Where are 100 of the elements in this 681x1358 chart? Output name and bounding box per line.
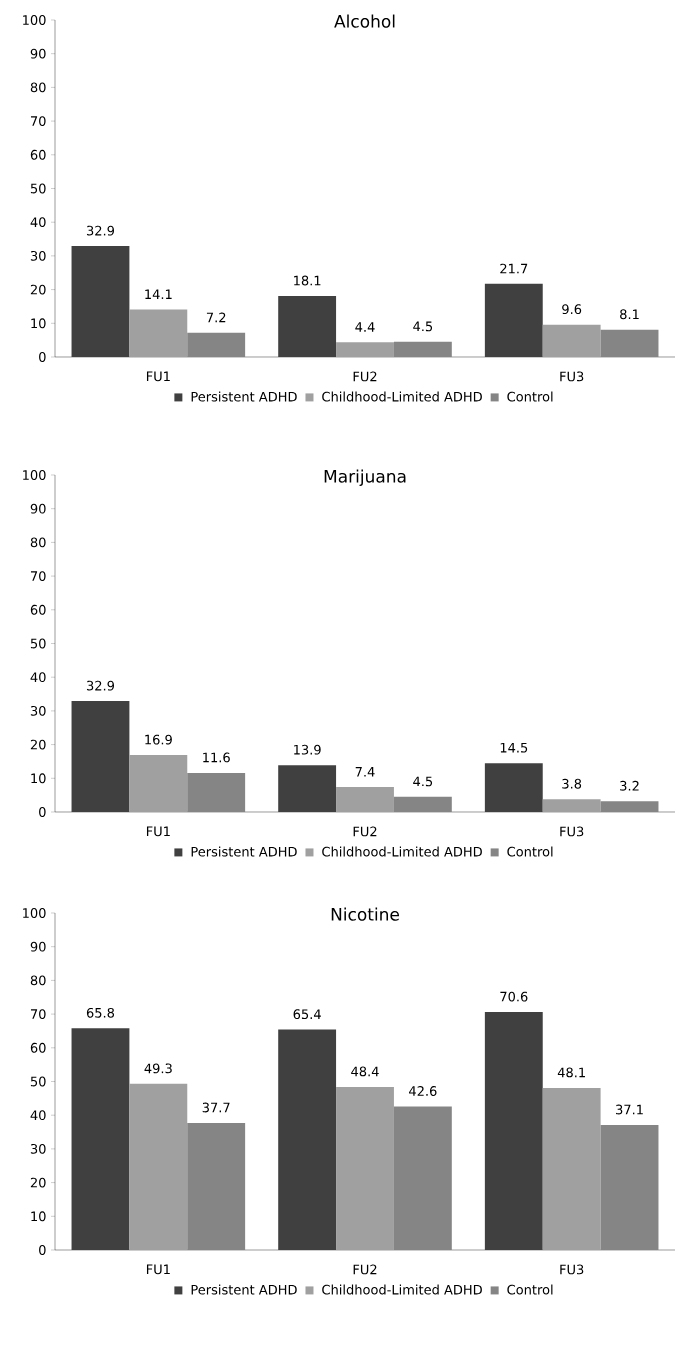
- y-tick-label: 90: [30, 503, 46, 514]
- legend-label: Persistent ADHD: [191, 1284, 297, 1295]
- x-tick-label: FU3: [560, 371, 584, 382]
- x-tick-label: FU3: [560, 1264, 584, 1275]
- data-label: 4.5: [413, 321, 433, 332]
- x-tick-label: FU3: [560, 826, 584, 837]
- bar: [336, 342, 394, 357]
- data-label: 14.1: [145, 289, 172, 299]
- bar: [600, 1124, 659, 1250]
- y-tick-label: 30: [30, 250, 46, 261]
- bar: [129, 309, 188, 357]
- bar: [71, 701, 130, 812]
- bar: [187, 1122, 246, 1250]
- x-tick-label: FU2: [353, 826, 377, 837]
- bar: [278, 1029, 337, 1250]
- data-label: 9.6: [562, 304, 582, 315]
- y-tick-label: 50: [30, 1076, 46, 1087]
- data-label: 42.6: [409, 1086, 437, 1096]
- legend-label: Persistent ADHD: [191, 846, 297, 857]
- bar: [187, 772, 246, 812]
- data-label: 70.6: [500, 991, 528, 1002]
- bar: [484, 763, 543, 812]
- bar: [600, 801, 659, 812]
- bar: [71, 1028, 130, 1250]
- bar: [542, 324, 601, 357]
- bar: [542, 1087, 601, 1250]
- x-tick-label: FU1: [146, 826, 170, 837]
- y-tick-label: 0: [39, 807, 46, 817]
- y-tick-label: 100: [23, 908, 46, 918]
- bar: [484, 283, 543, 357]
- data-label: 65.8: [86, 1007, 115, 1018]
- y-tick-label: 40: [30, 217, 46, 228]
- y-tick-label: 100: [23, 470, 46, 480]
- data-label: 3.2: [620, 780, 639, 791]
- data-label: 32.9: [86, 680, 115, 691]
- y-tick-label: 10: [31, 773, 46, 784]
- data-label: 11.6: [203, 752, 230, 763]
- y-tick-label: 0: [39, 352, 46, 362]
- data-label: 48.1: [557, 1067, 585, 1078]
- bar: [393, 796, 452, 812]
- y-tick-label: 40: [30, 672, 46, 683]
- data-label: 21.7: [500, 263, 528, 274]
- bar: [278, 765, 337, 812]
- data-label: 4.5: [413, 776, 433, 787]
- y-tick-label: 80: [30, 537, 46, 548]
- y-tick-label: 100: [23, 15, 46, 25]
- y-tick-label: 10: [31, 318, 46, 329]
- data-label: 8.1: [620, 309, 639, 320]
- data-label: 3.8: [562, 778, 582, 789]
- y-tick-label: 60: [30, 1042, 46, 1053]
- legend-label: Control: [507, 1284, 553, 1295]
- y-tick-label: 90: [30, 941, 46, 952]
- data-label: 16.9: [145, 734, 172, 745]
- data-label: 48.4: [351, 1066, 379, 1077]
- data-label: 32.9: [86, 225, 115, 236]
- legend-label: Childhood-Limited ADHD: [322, 1284, 482, 1295]
- data-label: 7.2: [206, 312, 226, 323]
- chart-title: Alcohol: [334, 14, 395, 28]
- bar: [336, 787, 394, 812]
- bar: [71, 246, 130, 357]
- y-tick-label: 50: [30, 183, 46, 194]
- data-label: 4.4: [355, 322, 375, 332]
- x-tick-label: FU2: [353, 1264, 377, 1275]
- bar: [393, 1106, 452, 1250]
- legend-label: Control: [507, 391, 553, 402]
- bar: [542, 799, 601, 812]
- x-tick-label: FU2: [353, 371, 377, 382]
- chart-title: Marijuana: [324, 469, 406, 486]
- bar: [129, 1083, 188, 1250]
- y-tick-label: 20: [30, 284, 46, 295]
- y-tick-label: 30: [30, 705, 46, 716]
- bar: [129, 755, 188, 812]
- y-tick-label: 20: [30, 739, 46, 750]
- bar: [600, 329, 659, 357]
- y-tick-label: 0: [39, 1245, 46, 1255]
- data-label: 14.5: [500, 742, 528, 753]
- legend-label: Childhood-Limited ADHD: [322, 846, 482, 857]
- y-tick-label: 70: [30, 571, 46, 582]
- y-tick-label: 70: [30, 116, 46, 127]
- y-tick-label: 60: [30, 604, 46, 615]
- legend-label: Childhood-Limited ADHD: [322, 391, 482, 402]
- x-tick-label: FU1: [146, 1264, 170, 1275]
- y-tick-label: 80: [30, 82, 46, 93]
- y-tick-label: 90: [30, 48, 46, 59]
- y-tick-label: 30: [30, 1143, 46, 1154]
- bar: [336, 1086, 394, 1250]
- data-label: 18.1: [294, 275, 321, 286]
- data-label: 7.4: [355, 767, 375, 777]
- bar: [393, 341, 452, 357]
- y-tick-label: 70: [30, 1009, 46, 1020]
- legend-label: Control: [507, 846, 553, 857]
- chart-title: Nicotine: [331, 907, 400, 921]
- bar: [484, 1012, 543, 1250]
- bar: [278, 295, 337, 357]
- y-tick-label: 80: [30, 975, 46, 986]
- y-tick-label: 20: [30, 1177, 46, 1188]
- y-tick-label: 10: [31, 1211, 46, 1222]
- data-label: 49.3: [144, 1063, 172, 1074]
- data-label: 65.4: [293, 1009, 321, 1020]
- x-tick-label: FU1: [146, 371, 170, 382]
